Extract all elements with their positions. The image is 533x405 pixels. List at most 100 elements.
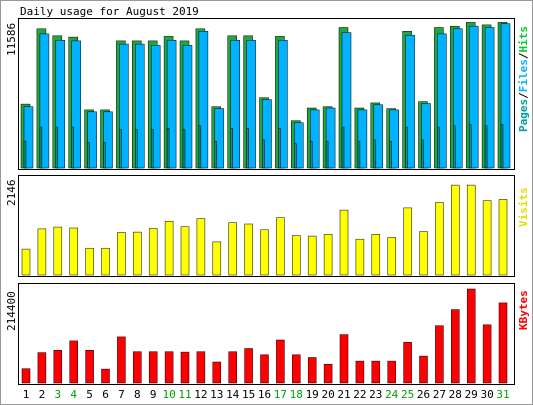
- bar-pages-day-18: [294, 143, 297, 169]
- bar-pages-day-17: [278, 128, 281, 169]
- bar-pages-day-21: [341, 126, 345, 169]
- day-label-6: 6: [102, 388, 109, 401]
- day-label-24: 24: [385, 388, 399, 401]
- kbytes-panel-frame: [18, 283, 515, 385]
- bar-visits-day-25: [403, 207, 412, 276]
- day-label-3: 3: [54, 388, 61, 401]
- day-label-5: 5: [86, 388, 93, 401]
- day-label-12: 12: [194, 388, 207, 401]
- bar-pages-day-3: [55, 126, 59, 169]
- bar-files-day-29: [468, 25, 479, 169]
- visits-bars: [21, 184, 508, 276]
- day-label-16: 16: [258, 388, 271, 401]
- day-label-13: 13: [210, 388, 223, 401]
- bar-kbytes-day-18: [292, 354, 301, 384]
- bar-kbytes-day-24: [387, 360, 396, 384]
- bar-pages-day-28: [453, 125, 456, 169]
- day-label-19: 19: [306, 388, 319, 401]
- bar-pages-day-22: [357, 140, 361, 169]
- bar-visits-day-29: [466, 184, 476, 276]
- visits-panel-max-label: 2146: [5, 180, 18, 207]
- bar-visits-day-6: [101, 247, 110, 276]
- day-label-26: 26: [417, 388, 430, 401]
- bar-files-day-26: [421, 103, 431, 169]
- bar-pages-day-4: [71, 126, 74, 169]
- bar-pages-day-10: [166, 128, 170, 169]
- bar-kbytes-day-21: [339, 334, 349, 384]
- bar-files-day-21: [341, 32, 352, 169]
- day-label-21: 21: [337, 388, 350, 401]
- bar-visits-day-19: [307, 235, 317, 276]
- day-labels: 1 2 3 4 5 6 7 8 9 10 11 12 13 14 15 16 17 18 19 20 21 22 23 24 2…: [23, 388, 510, 401]
- bar-files-day-28: [453, 28, 463, 169]
- bar-pages-day-11: [182, 129, 186, 169]
- bar-kbytes-day-15: [244, 348, 253, 384]
- bar-kbytes-day-2: [37, 352, 47, 384]
- bar-files-day-7: [119, 43, 129, 169]
- bar-visits-day-23: [371, 234, 381, 276]
- bar-pages-day-27: [437, 126, 440, 169]
- bar-files-day-14: [230, 40, 240, 169]
- bar-files-day-1: [23, 106, 34, 169]
- bar-kbytes-day-19: [307, 357, 317, 384]
- day-label-14: 14: [226, 388, 240, 401]
- bar-visits-day-20: [323, 234, 333, 276]
- day-label-1: 1: [23, 388, 30, 401]
- bar-files-day-20: [325, 107, 336, 169]
- bar-kbytes-day-7: [117, 336, 126, 384]
- bar-pages-day-23: [373, 139, 377, 169]
- bar-pages-day-7: [119, 129, 122, 169]
- bar-pages-day-9: [150, 129, 154, 169]
- hits-legend-item-2: Files: [517, 59, 530, 92]
- bar-kbytes-day-26: [419, 355, 428, 384]
- hits-legend-item-1: /: [517, 92, 530, 99]
- bar-files-day-10: [166, 40, 177, 169]
- bar-kbytes-day-11: [180, 351, 190, 384]
- visits-legend: Visits: [517, 187, 530, 227]
- bar-kbytes-day-28: [451, 309, 460, 384]
- bar-pages-day-16: [262, 139, 265, 169]
- bar-kbytes-day-12: [196, 351, 206, 384]
- bar-visits-day-13: [212, 241, 222, 276]
- bar-visits-day-28: [451, 184, 460, 276]
- hits-legend-item-3: /: [517, 52, 530, 59]
- bar-kbytes-day-25: [403, 342, 412, 384]
- bar-kbytes-day-20: [323, 363, 333, 384]
- bar-visits-day-31: [498, 199, 508, 276]
- bar-pages-day-24: [389, 140, 392, 169]
- bar-pages-day-29: [468, 124, 472, 169]
- bar-files-day-5: [87, 111, 97, 169]
- bar-pages-day-14: [230, 128, 233, 169]
- bar-kbytes-day-31: [498, 302, 508, 384]
- bar-visits-day-8: [133, 231, 142, 276]
- bar-visits-day-9: [148, 228, 158, 276]
- bar-files-day-23: [373, 104, 384, 169]
- day-label-8: 8: [134, 388, 141, 401]
- bar-pages-day-31: [500, 124, 504, 169]
- hits-bars: [20, 22, 511, 169]
- day-label-2: 2: [39, 388, 46, 401]
- bar-kbytes-day-8: [133, 351, 142, 384]
- bar-files-day-9: [150, 45, 161, 169]
- bar-kbytes-day-16: [260, 354, 269, 384]
- bar-visits-day-17: [276, 217, 285, 276]
- hits-legend-item-4: Hits: [517, 26, 530, 53]
- bar-kbytes-day-30: [482, 324, 492, 384]
- day-label-28: 28: [449, 388, 462, 401]
- bar-files-day-8: [135, 43, 145, 169]
- bar-files-day-27: [437, 33, 447, 169]
- bar-kbytes-day-23: [371, 360, 381, 384]
- bar-pages-day-13: [214, 140, 218, 169]
- day-label-10: 10: [162, 388, 175, 401]
- bar-kbytes-day-27: [435, 325, 444, 384]
- day-label-30: 30: [480, 388, 493, 401]
- bar-pages-day-20: [325, 140, 329, 169]
- bar-visits-day-14: [228, 222, 237, 276]
- bar-visits-day-18: [292, 235, 301, 276]
- day-label-9: 9: [150, 388, 157, 401]
- bar-pages-day-30: [484, 125, 488, 169]
- day-label-31: 31: [496, 388, 509, 401]
- bar-visits-day-11: [180, 226, 190, 276]
- bar-visits-day-21: [339, 209, 349, 276]
